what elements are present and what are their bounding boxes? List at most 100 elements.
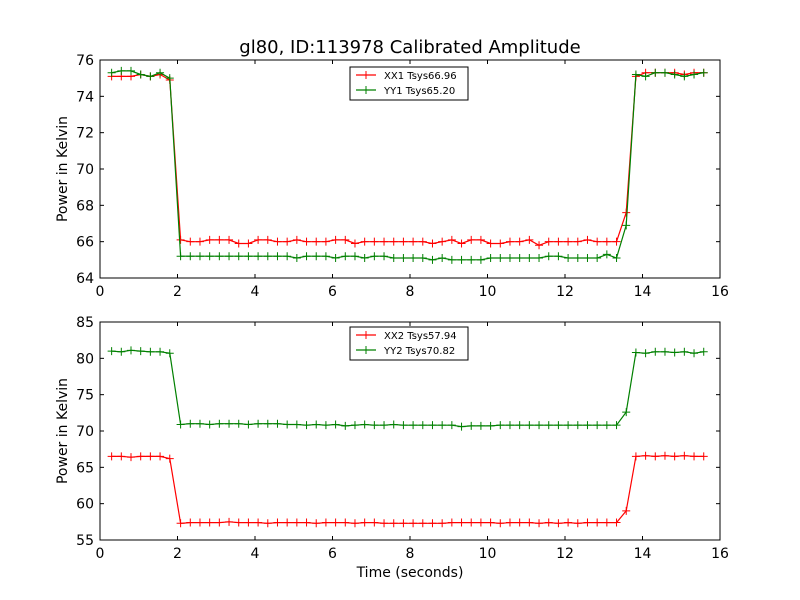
x-axis-label: Time (seconds) xyxy=(356,565,464,581)
legend-label: XX2 Tsys57.94 xyxy=(384,331,457,342)
data-point-marker xyxy=(602,237,611,246)
x-tick-label: 4 xyxy=(251,284,260,300)
data-point-marker xyxy=(331,518,340,527)
data-point-marker xyxy=(302,421,311,430)
data-point-marker xyxy=(505,254,514,263)
data-point-marker xyxy=(283,237,292,246)
data-point-marker xyxy=(215,235,224,244)
data-point-marker xyxy=(535,241,544,250)
data-point-marker xyxy=(215,419,224,428)
data-point-marker xyxy=(447,421,456,430)
data-point-marker xyxy=(389,254,398,263)
data-point-marker xyxy=(467,518,476,527)
data-point-marker xyxy=(341,235,350,244)
data-point-marker xyxy=(234,419,243,428)
data-point-marker xyxy=(564,518,573,527)
data-point-marker xyxy=(176,235,185,244)
y-tick-label: 74 xyxy=(76,89,94,105)
data-point-marker xyxy=(195,237,204,246)
x-tick-label: 12 xyxy=(556,284,574,300)
data-point-marker xyxy=(641,72,650,81)
data-point-marker xyxy=(273,419,282,428)
data-point-marker xyxy=(554,237,563,246)
data-point-marker xyxy=(350,421,359,430)
y-tick-label: 85 xyxy=(76,315,94,331)
data-point-marker xyxy=(505,421,514,430)
data-point-marker xyxy=(399,421,408,430)
data-point-marker xyxy=(321,518,330,527)
data-point-marker xyxy=(467,235,476,244)
x-tick-label: 6 xyxy=(328,284,337,300)
data-point-marker xyxy=(515,518,524,527)
data-point-marker xyxy=(350,252,359,261)
data-point-marker xyxy=(457,239,466,248)
data-point-marker xyxy=(341,421,350,430)
legend-box xyxy=(349,326,469,361)
data-point-marker xyxy=(457,255,466,264)
data-point-marker xyxy=(360,420,369,429)
legend-label: XX1 Tsys66.96 xyxy=(384,71,457,82)
bottom-plot: 0 2 4 6 8 10 12 14 16 55 60 65 70 75 80 85 Power in Kelv… xyxy=(55,315,729,581)
data-point-marker xyxy=(312,420,321,429)
data-point-marker xyxy=(273,518,282,527)
data-point-marker xyxy=(254,252,263,261)
data-point-marker xyxy=(447,235,456,244)
data-point-marker xyxy=(486,421,495,430)
data-point-marker xyxy=(660,68,669,77)
data-point-marker xyxy=(505,518,514,527)
data-point-marker xyxy=(389,420,398,429)
data-point-marker xyxy=(225,517,234,526)
data-point-marker xyxy=(273,252,282,261)
data-point-marker xyxy=(360,237,369,246)
data-point-marker xyxy=(476,518,485,527)
y-tick-label: 66 xyxy=(76,235,94,251)
data-point-marker xyxy=(583,421,592,430)
data-point-marker xyxy=(631,70,640,79)
data-point-marker xyxy=(321,252,330,261)
data-point-marker xyxy=(651,452,660,461)
data-point-marker xyxy=(302,518,311,527)
data-point-marker xyxy=(418,237,427,246)
data-point-marker xyxy=(283,518,292,527)
x-tick-label: 16 xyxy=(711,284,729,300)
data-point-marker xyxy=(564,254,573,263)
data-point-marker xyxy=(292,420,301,429)
data-point-marker xyxy=(186,252,195,261)
data-point-marker xyxy=(651,347,660,356)
data-point-marker xyxy=(612,237,621,246)
data-point-marker xyxy=(127,453,135,462)
data-point-marker xyxy=(438,254,447,263)
x-tick-label: 14 xyxy=(634,546,652,562)
data-point-marker xyxy=(525,421,534,430)
data-point-marker xyxy=(515,237,524,246)
data-point-marker xyxy=(525,235,534,244)
data-point-marker xyxy=(641,349,650,358)
chart-title: gl80, ID:113978 Calibrated Amplitude xyxy=(239,37,580,58)
data-point-marker xyxy=(573,519,582,528)
x-tick-label: 12 xyxy=(556,546,574,562)
data-point-marker xyxy=(593,237,602,246)
data-point-marker xyxy=(136,347,145,356)
data-point-marker xyxy=(515,421,524,430)
data-point-marker xyxy=(690,349,699,358)
data-point-marker xyxy=(341,518,350,527)
y-axis-label: Power in Kelvin xyxy=(55,378,71,484)
data-point-marker xyxy=(234,239,243,248)
x-tick-label: 4 xyxy=(251,546,260,562)
data-point-marker xyxy=(486,518,495,527)
data-point-marker xyxy=(370,252,379,261)
data-point-marker xyxy=(244,239,253,248)
x-tick-label: 10 xyxy=(479,546,497,562)
data-point-marker xyxy=(244,420,253,429)
data-point-marker xyxy=(505,237,514,246)
data-point-marker xyxy=(622,506,631,515)
y-tick-label: 76 xyxy=(76,53,94,69)
data-point-marker xyxy=(186,237,195,246)
data-point-marker xyxy=(447,518,456,527)
data-point-marker xyxy=(321,421,330,430)
data-point-marker xyxy=(409,237,418,246)
data-point-marker xyxy=(564,421,573,430)
data-point-marker xyxy=(254,518,263,527)
data-point-marker xyxy=(370,237,379,246)
data-point-marker xyxy=(205,420,214,429)
